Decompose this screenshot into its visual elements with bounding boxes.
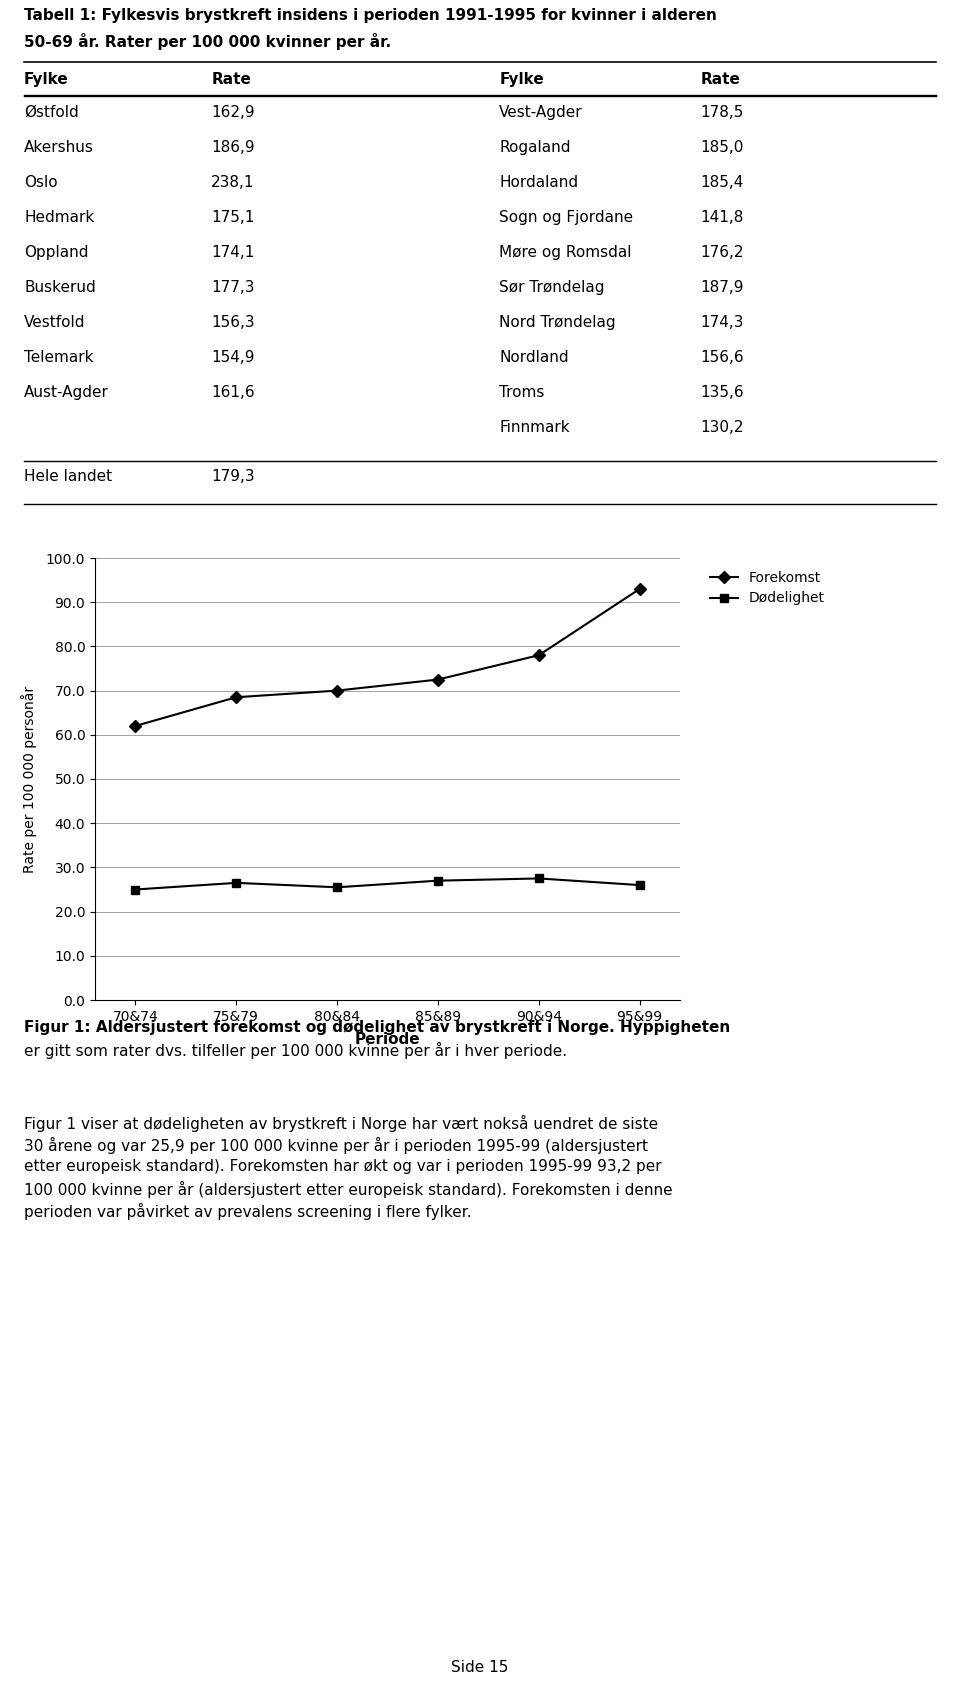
Text: Vest-Agder: Vest-Agder <box>499 105 583 120</box>
Forekomst <box>432 670 444 690</box>
Text: 179,3: 179,3 <box>211 469 254 484</box>
Text: 30 årene og var 25,9 per 100 000 kvinne per år i perioden 1995-99 (aldersjustert: 30 årene og var 25,9 per 100 000 kvinne … <box>24 1137 648 1154</box>
X-axis label: Periode: Periode <box>354 1032 420 1048</box>
Text: Troms: Troms <box>499 385 544 400</box>
Text: 175,1: 175,1 <box>211 209 254 224</box>
Forekomst <box>331 680 343 700</box>
Text: Hordaland: Hordaland <box>499 175 578 191</box>
Text: Aust-Agder: Aust-Agder <box>24 385 108 400</box>
Text: Hele landet: Hele landet <box>24 469 112 484</box>
Text: 162,9: 162,9 <box>211 105 254 120</box>
Forekomst <box>634 579 645 599</box>
Text: Fylke: Fylke <box>24 73 69 88</box>
Text: Figur 1 viser at dødeligheten av brystkreft i Norge har vært nokså uendret de si: Figur 1 viser at dødeligheten av brystkr… <box>24 1115 659 1132</box>
Text: 177,3: 177,3 <box>211 280 254 295</box>
Dødelighet <box>230 872 242 892</box>
Text: 154,9: 154,9 <box>211 349 254 364</box>
Text: Buskerud: Buskerud <box>24 280 96 295</box>
Text: Telemark: Telemark <box>24 349 93 364</box>
Text: 161,6: 161,6 <box>211 385 254 400</box>
Text: 176,2: 176,2 <box>701 245 744 260</box>
Forekomst <box>230 687 242 707</box>
Text: Vestfold: Vestfold <box>24 315 85 331</box>
Text: Nordland: Nordland <box>499 349 569 364</box>
Dødelighet <box>634 876 645 896</box>
Text: 186,9: 186,9 <box>211 140 254 155</box>
Text: Side 15: Side 15 <box>451 1660 509 1675</box>
Dødelighet <box>331 877 343 897</box>
Line: Forekomst: Forekomst <box>132 585 644 730</box>
Text: 238,1: 238,1 <box>211 175 254 191</box>
Text: Rate: Rate <box>211 73 252 88</box>
Forekomst <box>533 644 544 665</box>
Text: 141,8: 141,8 <box>701 209 744 224</box>
Y-axis label: Rate per 100 000 personår: Rate per 100 000 personår <box>21 685 37 872</box>
Text: 156,3: 156,3 <box>211 315 254 331</box>
Text: 50-69 år. Rater per 100 000 kvinner per år.: 50-69 år. Rater per 100 000 kvinner per … <box>24 34 391 51</box>
Text: Tabell 1: Fylkesvis brystkreft insidens i perioden 1991-1995 for kvinner i alder: Tabell 1: Fylkesvis brystkreft insidens … <box>24 8 717 24</box>
Text: Oslo: Oslo <box>24 175 58 191</box>
Text: 187,9: 187,9 <box>701 280 744 295</box>
Text: Finnmark: Finnmark <box>499 420 570 435</box>
Text: Figur 1: Aldersjustert forekomst og dødelighet av brystkreft i Norge. Hyppighete: Figur 1: Aldersjustert forekomst og døde… <box>24 1021 731 1036</box>
Text: 156,6: 156,6 <box>701 349 744 364</box>
Text: 185,4: 185,4 <box>701 175 744 191</box>
Dødelighet <box>432 870 444 891</box>
Text: Fylke: Fylke <box>499 73 544 88</box>
Line: Dødelighet: Dødelighet <box>132 874 644 894</box>
Text: perioden var påvirket av prevalens screening i flere fylker.: perioden var påvirket av prevalens scree… <box>24 1203 471 1220</box>
Text: Akershus: Akershus <box>24 140 94 155</box>
Dødelighet <box>533 869 544 889</box>
Text: Sogn og Fjordane: Sogn og Fjordane <box>499 209 634 224</box>
Text: 178,5: 178,5 <box>701 105 744 120</box>
Text: etter europeisk standard). Forekomsten har økt og var i perioden 1995-99 93,2 pe: etter europeisk standard). Forekomsten h… <box>24 1159 661 1174</box>
Dødelighet <box>130 879 141 899</box>
Text: 174,3: 174,3 <box>701 315 744 331</box>
Text: 100 000 kvinne per år (aldersjustert etter europeisk standard). Forekomsten i de: 100 000 kvinne per år (aldersjustert ett… <box>24 1181 673 1198</box>
Forekomst <box>130 715 141 736</box>
Text: Oppland: Oppland <box>24 245 88 260</box>
Text: Hedmark: Hedmark <box>24 209 94 224</box>
Text: Østfold: Østfold <box>24 105 79 120</box>
Text: 174,1: 174,1 <box>211 245 254 260</box>
Text: Nord Trøndelag: Nord Trøndelag <box>499 315 615 331</box>
Text: 135,6: 135,6 <box>701 385 744 400</box>
Text: Rate: Rate <box>701 73 741 88</box>
Legend: Forekomst, Dødelighet: Forekomst, Dødelighet <box>705 565 830 611</box>
Text: 130,2: 130,2 <box>701 420 744 435</box>
Text: Sør Trøndelag: Sør Trøndelag <box>499 280 605 295</box>
Text: Rogaland: Rogaland <box>499 140 570 155</box>
Text: Møre og Romsdal: Møre og Romsdal <box>499 245 632 260</box>
Text: er gitt som rater dvs. tilfeller per 100 000 kvinne per år i hver periode.: er gitt som rater dvs. tilfeller per 100… <box>24 1043 567 1059</box>
Text: 185,0: 185,0 <box>701 140 744 155</box>
